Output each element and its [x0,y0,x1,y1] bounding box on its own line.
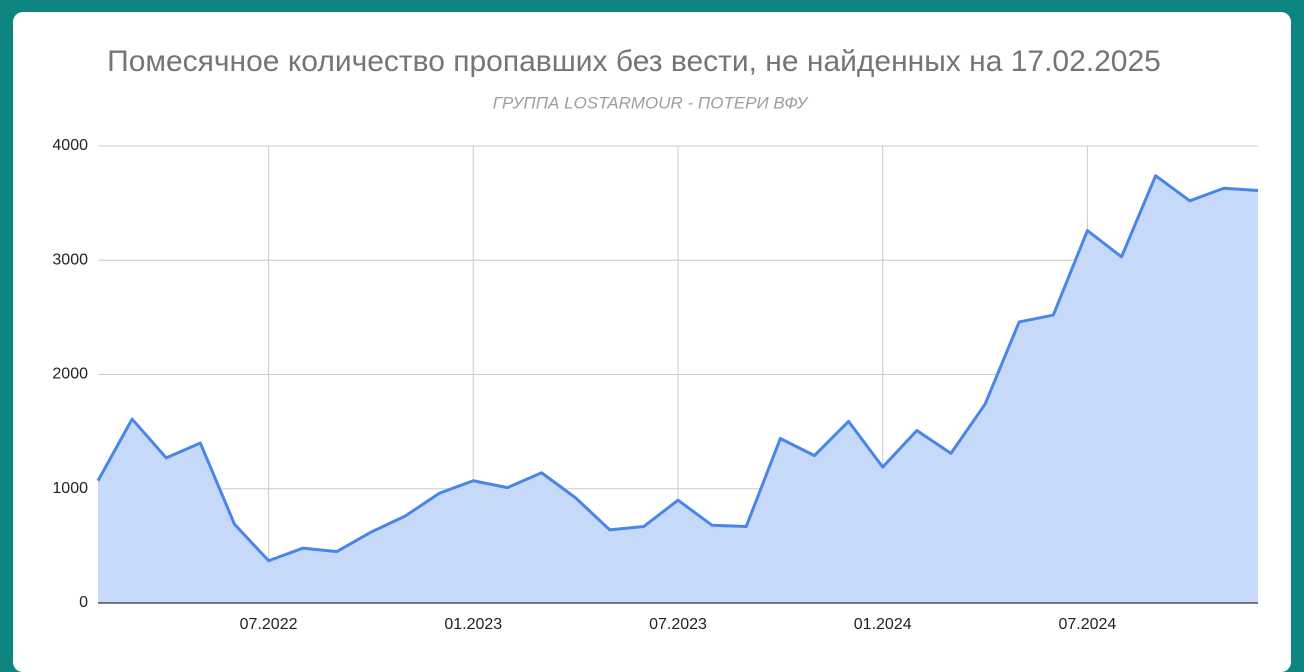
x-tick-label: 07.2024 [1058,616,1116,633]
chart-subtitle: ГРУППА LOSTARMOUR - ПОТЕРИ ВФУ [493,93,810,112]
area-fill [98,175,1258,603]
y-tick-label: 3000 [52,251,88,268]
y-tick-label: 0 [79,594,88,611]
chart: Помесячное количество пропавших без вест… [52,45,1259,633]
chart-title: Помесячное количество пропавших без вест… [107,45,1161,78]
y-tick-label: 4000 [52,137,88,154]
x-tick-label: 07.2022 [240,616,298,633]
y-tick-label: 2000 [52,366,88,383]
x-tick-label: 01.2023 [444,616,502,633]
x-tick-label: 07.2023 [649,616,707,633]
page: {"chart_data": {"type": "area", "title":… [13,12,1291,672]
x-tick-label: 01.2024 [854,616,912,633]
y-tick-label: 1000 [52,480,88,497]
area-line [96,174,1259,563]
